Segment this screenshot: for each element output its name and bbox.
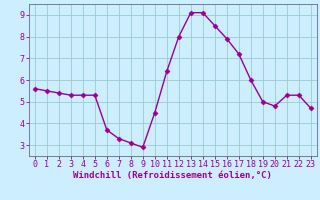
X-axis label: Windchill (Refroidissement éolien,°C): Windchill (Refroidissement éolien,°C) [73,171,272,180]
